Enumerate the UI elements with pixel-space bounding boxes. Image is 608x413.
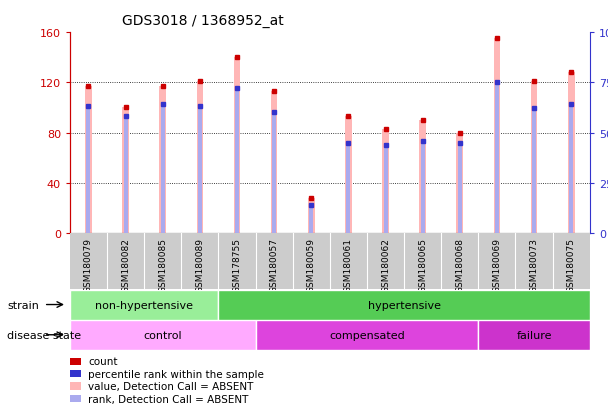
Text: GSM180079: GSM180079 xyxy=(84,238,93,293)
Text: GSM178755: GSM178755 xyxy=(232,238,241,293)
Bar xyxy=(382,129,389,233)
Text: strain: strain xyxy=(7,300,39,310)
Text: GSM180075: GSM180075 xyxy=(567,238,576,293)
Bar xyxy=(494,39,500,233)
Text: GDS3018 / 1368952_at: GDS3018 / 1368952_at xyxy=(122,14,283,28)
Bar xyxy=(159,87,166,233)
Bar xyxy=(271,92,277,233)
Bar xyxy=(70,290,218,320)
Bar xyxy=(86,107,91,233)
Bar xyxy=(345,117,352,233)
Bar xyxy=(122,108,129,233)
Text: non-hypertensive: non-hypertensive xyxy=(95,300,193,310)
Text: count: count xyxy=(88,356,118,366)
Bar xyxy=(235,89,239,233)
Bar xyxy=(458,143,462,233)
Text: GSM180059: GSM180059 xyxy=(307,238,316,293)
Bar xyxy=(421,141,424,233)
Bar xyxy=(233,58,240,233)
Text: disease state: disease state xyxy=(7,330,81,340)
Bar xyxy=(161,105,165,233)
Bar xyxy=(123,117,128,233)
Bar xyxy=(308,198,314,233)
Bar xyxy=(568,73,575,233)
Text: GSM180062: GSM180062 xyxy=(381,238,390,292)
Text: compensated: compensated xyxy=(329,330,405,340)
Bar xyxy=(85,87,92,233)
Text: GSM180089: GSM180089 xyxy=(195,238,204,293)
Bar xyxy=(272,113,276,233)
Bar xyxy=(255,320,478,350)
Bar xyxy=(70,320,255,350)
Text: GSM180061: GSM180061 xyxy=(344,238,353,293)
Text: failure: failure xyxy=(516,330,552,340)
Bar xyxy=(347,143,350,233)
Bar xyxy=(532,109,536,233)
Bar xyxy=(457,133,463,233)
Bar xyxy=(495,83,499,233)
Text: GSM180068: GSM180068 xyxy=(455,238,465,293)
Bar xyxy=(420,121,426,233)
Text: GSM180082: GSM180082 xyxy=(121,238,130,292)
Bar xyxy=(196,82,203,233)
Bar xyxy=(218,290,590,320)
Bar xyxy=(384,145,387,233)
Text: percentile rank within the sample: percentile rank within the sample xyxy=(88,369,264,379)
Bar xyxy=(198,107,202,233)
Bar xyxy=(309,205,313,233)
Text: rank, Detection Call = ABSENT: rank, Detection Call = ABSENT xyxy=(88,394,249,404)
Text: control: control xyxy=(143,330,182,340)
Text: GSM180069: GSM180069 xyxy=(492,238,502,293)
Text: GSM180057: GSM180057 xyxy=(269,238,278,293)
Text: GSM180073: GSM180073 xyxy=(530,238,539,293)
Text: hypertensive: hypertensive xyxy=(368,300,441,310)
Text: GSM180065: GSM180065 xyxy=(418,238,427,293)
Bar xyxy=(478,320,590,350)
Text: value, Detection Call = ABSENT: value, Detection Call = ABSENT xyxy=(88,381,254,391)
Bar xyxy=(531,82,537,233)
Text: GSM180085: GSM180085 xyxy=(158,238,167,293)
Bar xyxy=(569,105,573,233)
